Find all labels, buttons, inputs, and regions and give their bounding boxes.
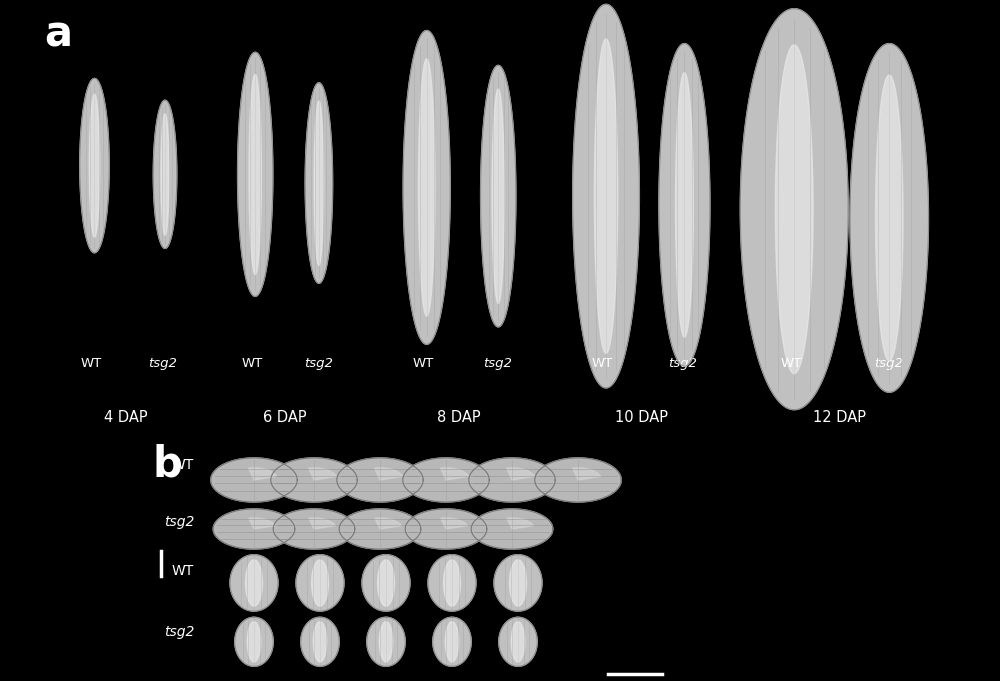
- Text: a: a: [44, 13, 72, 55]
- Polygon shape: [235, 617, 273, 666]
- Polygon shape: [312, 560, 328, 606]
- Polygon shape: [433, 617, 471, 666]
- Polygon shape: [507, 518, 533, 529]
- Polygon shape: [375, 518, 401, 529]
- Text: WT: WT: [591, 358, 613, 370]
- Polygon shape: [403, 31, 450, 345]
- Polygon shape: [876, 75, 903, 361]
- Polygon shape: [492, 89, 504, 303]
- Text: WT: WT: [242, 358, 263, 370]
- Polygon shape: [367, 617, 405, 666]
- Text: tsg2: tsg2: [304, 358, 333, 370]
- Polygon shape: [445, 622, 459, 662]
- Polygon shape: [511, 622, 525, 662]
- Polygon shape: [428, 555, 476, 611]
- Polygon shape: [80, 78, 109, 253]
- Polygon shape: [405, 509, 487, 549]
- Text: tsg2: tsg2: [149, 358, 178, 370]
- Polygon shape: [499, 617, 537, 666]
- Polygon shape: [314, 101, 324, 266]
- Polygon shape: [249, 518, 275, 529]
- Polygon shape: [510, 560, 526, 606]
- Polygon shape: [161, 114, 169, 235]
- Polygon shape: [494, 555, 542, 611]
- Polygon shape: [481, 65, 516, 327]
- Polygon shape: [153, 100, 177, 249]
- Polygon shape: [378, 560, 394, 606]
- Polygon shape: [418, 59, 435, 316]
- Polygon shape: [339, 509, 421, 549]
- Polygon shape: [676, 73, 693, 337]
- Polygon shape: [469, 458, 555, 502]
- Polygon shape: [249, 468, 277, 480]
- Polygon shape: [249, 74, 261, 274]
- Polygon shape: [775, 45, 813, 374]
- Polygon shape: [659, 44, 710, 366]
- Polygon shape: [213, 509, 295, 549]
- Polygon shape: [444, 560, 460, 606]
- Polygon shape: [337, 458, 423, 502]
- Text: WT: WT: [412, 358, 433, 370]
- Polygon shape: [573, 4, 639, 388]
- Polygon shape: [273, 509, 355, 549]
- Polygon shape: [375, 468, 403, 480]
- Text: tsg2: tsg2: [874, 358, 903, 370]
- Polygon shape: [362, 555, 410, 611]
- Text: tsg2: tsg2: [164, 515, 194, 528]
- Polygon shape: [441, 518, 467, 529]
- Polygon shape: [271, 458, 357, 502]
- Polygon shape: [301, 617, 339, 666]
- Polygon shape: [850, 44, 928, 392]
- Polygon shape: [594, 39, 618, 353]
- Polygon shape: [309, 468, 337, 480]
- Polygon shape: [573, 468, 601, 480]
- Polygon shape: [296, 555, 344, 611]
- Polygon shape: [247, 622, 261, 662]
- Polygon shape: [740, 9, 848, 410]
- Polygon shape: [471, 509, 553, 549]
- Polygon shape: [211, 458, 297, 502]
- Polygon shape: [246, 560, 262, 606]
- Polygon shape: [313, 622, 327, 662]
- Text: 8 DAP: 8 DAP: [437, 410, 481, 425]
- Polygon shape: [305, 83, 333, 283]
- Polygon shape: [379, 622, 393, 662]
- Polygon shape: [507, 468, 535, 480]
- Text: tsg2: tsg2: [483, 358, 512, 370]
- Text: 10 DAP: 10 DAP: [615, 410, 668, 425]
- Text: tsg2: tsg2: [164, 625, 194, 639]
- Polygon shape: [230, 555, 278, 611]
- Text: 4 DAP: 4 DAP: [104, 410, 148, 425]
- Text: WT: WT: [172, 458, 194, 472]
- Text: b: b: [152, 443, 182, 485]
- Text: WT: WT: [81, 358, 102, 370]
- Polygon shape: [535, 458, 621, 502]
- Polygon shape: [403, 458, 489, 502]
- Polygon shape: [309, 518, 335, 529]
- Text: WT: WT: [781, 358, 802, 370]
- Polygon shape: [89, 94, 100, 237]
- Polygon shape: [441, 468, 469, 480]
- Text: tsg2: tsg2: [668, 358, 697, 370]
- Text: 6 DAP: 6 DAP: [263, 410, 306, 425]
- Text: WT: WT: [172, 564, 194, 577]
- Polygon shape: [238, 52, 273, 296]
- Text: 12 DAP: 12 DAP: [813, 410, 866, 425]
